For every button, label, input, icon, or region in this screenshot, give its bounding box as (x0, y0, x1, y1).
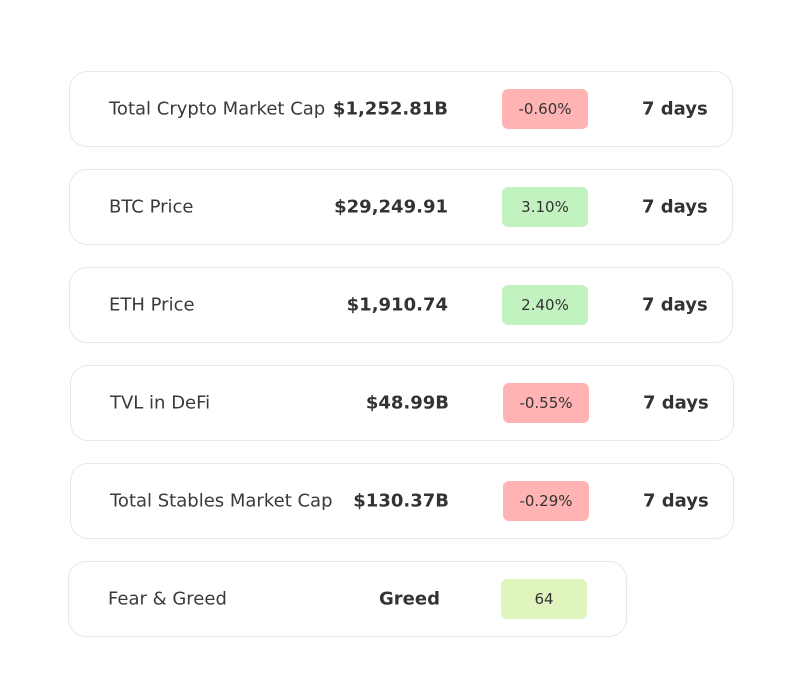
metric-value: $130.37B (353, 490, 449, 512)
metric-label: BTC Price (109, 196, 194, 218)
change-badge: -0.29% (503, 481, 589, 521)
fear-greed-label: Fear & Greed (108, 588, 227, 610)
period-label: 7 days (642, 196, 708, 218)
metric-card-btc-price: BTC Price $29,249.91 3.10% 7 days (69, 169, 733, 245)
change-badge: -0.55% (503, 383, 589, 423)
metric-card-total-crypto-market-cap: Total Crypto Market Cap $1,252.81B -0.60… (69, 71, 733, 147)
metric-label: Total Crypto Market Cap (109, 98, 326, 120)
metric-value: $48.99B (365, 392, 449, 414)
metric-value: $1,252.81B (332, 98, 448, 120)
metric-label: ETH Price (109, 294, 195, 316)
fear-greed-value: Greed (379, 588, 440, 610)
metric-card-total-stables-market-cap: Total Stables Market Cap $130.37B -0.29%… (70, 463, 734, 539)
metric-card-tvl-in-defi: TVL in DeFi $48.99B -0.55% 7 days (70, 365, 734, 441)
metric-value: $29,249.91 (334, 196, 448, 218)
change-badge: -0.60% (502, 89, 588, 129)
metric-value: $1,910.74 (346, 294, 448, 316)
fear-greed-score-badge: 64 (501, 579, 587, 619)
metric-label: TVL in DeFi (110, 392, 211, 414)
metric-label: Total Stables Market Cap (110, 490, 333, 512)
change-badge: 3.10% (502, 187, 588, 227)
fear-greed-card: Fear & Greed Greed 64 (68, 561, 627, 637)
period-label: 7 days (643, 490, 709, 512)
change-badge: 2.40% (502, 285, 588, 325)
period-label: 7 days (642, 294, 708, 316)
period-label: 7 days (642, 98, 708, 120)
period-label: 7 days (643, 392, 709, 414)
metric-card-eth-price: ETH Price $1,910.74 2.40% 7 days (69, 267, 733, 343)
